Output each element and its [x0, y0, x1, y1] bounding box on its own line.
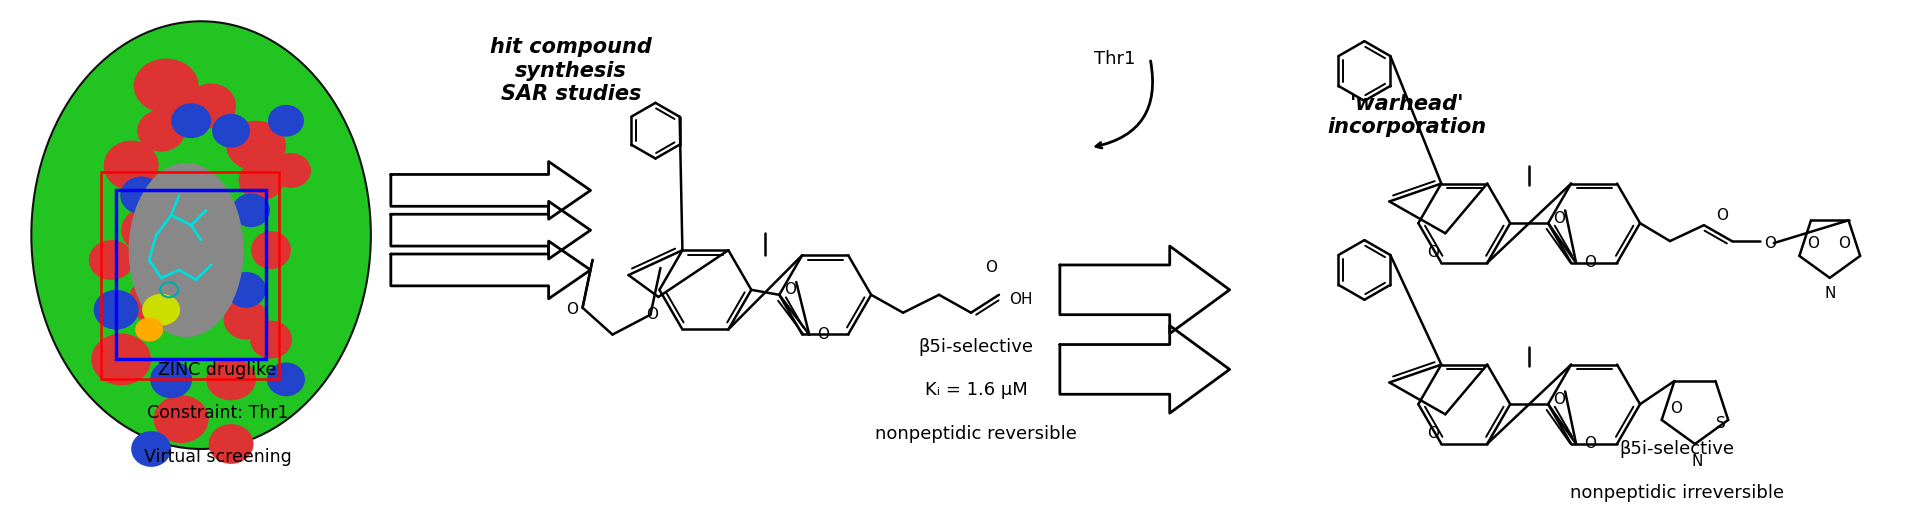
Ellipse shape [137, 110, 185, 152]
Text: O: O [1716, 208, 1727, 223]
Text: O: O [1551, 392, 1565, 407]
Ellipse shape [143, 294, 180, 326]
Ellipse shape [133, 59, 199, 114]
Text: O: O [1806, 236, 1818, 251]
Ellipse shape [270, 153, 311, 188]
Ellipse shape [269, 105, 303, 137]
Text: O: O [1669, 400, 1681, 415]
Text: O: O [645, 307, 659, 322]
Text: OH: OH [1009, 292, 1032, 307]
Ellipse shape [120, 176, 162, 214]
Text: ZINC druglike: ZINC druglike [158, 361, 276, 379]
Text: S: S [1716, 416, 1725, 431]
Text: O: O [1837, 236, 1849, 251]
Text: O: O [1551, 211, 1565, 226]
Text: O: O [784, 282, 796, 298]
Ellipse shape [207, 359, 255, 400]
Ellipse shape [226, 121, 286, 170]
Text: Constraint: Thr1: Constraint: Thr1 [147, 404, 288, 422]
Text: β5i-selective: β5i-selective [1619, 440, 1733, 458]
Ellipse shape [185, 84, 236, 128]
Text: nonpeptidic irreversible: nonpeptidic irreversible [1569, 484, 1783, 502]
Ellipse shape [91, 333, 151, 385]
Ellipse shape [129, 276, 184, 324]
Text: O: O [1762, 236, 1776, 251]
Ellipse shape [31, 21, 371, 449]
Bar [100, 172, 278, 379]
Ellipse shape [95, 290, 139, 330]
Text: O: O [566, 302, 578, 317]
Text: nonpeptidic reversible: nonpeptidic reversible [875, 425, 1076, 443]
Text: O: O [1584, 437, 1596, 452]
Ellipse shape [151, 361, 191, 398]
Text: O: O [817, 327, 829, 342]
Text: N: N [1824, 286, 1835, 301]
Text: N: N [1690, 454, 1702, 469]
Ellipse shape [226, 272, 267, 308]
Ellipse shape [267, 362, 305, 396]
Ellipse shape [238, 160, 284, 200]
Ellipse shape [89, 240, 133, 280]
Text: Virtual screening: Virtual screening [143, 448, 292, 466]
Ellipse shape [224, 300, 269, 340]
Ellipse shape [131, 431, 172, 467]
Ellipse shape [251, 231, 292, 269]
Ellipse shape [135, 318, 162, 342]
Text: O: O [1426, 426, 1439, 441]
Bar [116, 190, 267, 360]
Ellipse shape [172, 103, 211, 138]
Ellipse shape [153, 395, 209, 443]
Ellipse shape [104, 141, 158, 190]
Ellipse shape [209, 424, 253, 464]
Ellipse shape [232, 194, 270, 227]
Text: hit compound
synthesis
SAR studies: hit compound synthesis SAR studies [489, 37, 651, 104]
Text: 'warhead'
incorporation: 'warhead' incorporation [1327, 94, 1486, 137]
Text: β5i-selective: β5i-selective [918, 337, 1034, 356]
Ellipse shape [122, 208, 172, 252]
Text: Thr1: Thr1 [1094, 50, 1136, 68]
Ellipse shape [213, 114, 249, 148]
Text: O: O [1584, 255, 1596, 270]
Ellipse shape [249, 320, 292, 359]
Text: Kᵢ = 1.6 μM: Kᵢ = 1.6 μM [923, 381, 1028, 399]
Text: O: O [1426, 245, 1439, 260]
Ellipse shape [129, 163, 243, 337]
Text: O: O [985, 260, 997, 275]
